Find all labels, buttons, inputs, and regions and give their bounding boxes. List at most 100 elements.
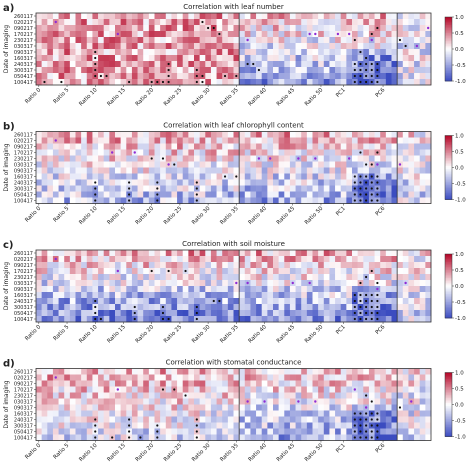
heatmap-cell <box>284 161 291 168</box>
heatmap-cell <box>148 286 155 293</box>
significance-marker-black <box>359 181 362 184</box>
heatmap-cell <box>295 137 302 144</box>
heatmap-cell <box>278 268 285 275</box>
heatmap-cell <box>210 155 217 162</box>
heatmap-cell <box>267 61 274 68</box>
heatmap-cell <box>52 13 59 20</box>
heatmap-cell <box>312 404 319 411</box>
heatmap-cell <box>194 268 200 275</box>
heatmap-cell <box>188 368 195 375</box>
x-tick-label: Ratio 20 <box>135 442 156 463</box>
x-tick-label: Ratio 20 <box>135 324 156 345</box>
heatmap-cell <box>312 143 319 150</box>
heatmap-cell <box>165 398 172 405</box>
heatmap-cell <box>92 173 99 180</box>
heatmap-cell <box>233 131 240 138</box>
heatmap-cell <box>205 73 212 80</box>
heatmap-cell <box>137 31 144 38</box>
heatmap-cell <box>261 380 268 387</box>
heatmap-cell <box>69 191 76 198</box>
heatmap-cell <box>182 31 189 38</box>
x-tick-label: Ratio 25 <box>163 205 184 226</box>
colorbar-segment <box>445 53 452 56</box>
significance-marker-black <box>173 163 176 166</box>
heatmap-cell <box>98 310 105 317</box>
heatmap-cell <box>227 262 234 269</box>
heatmap-cell <box>278 250 285 257</box>
heatmap-cell <box>222 268 229 275</box>
heatmap-cell <box>41 268 48 275</box>
colorbar-segment <box>445 146 452 149</box>
heatmap-cell <box>368 368 375 375</box>
heatmap-cell <box>408 280 415 287</box>
heatmap-cell <box>233 292 240 299</box>
heatmap-cell <box>177 137 184 144</box>
heatmap-cell <box>414 398 421 405</box>
heatmap-cell <box>81 250 88 257</box>
colorbar-segment <box>445 257 452 260</box>
heatmap-cell <box>414 262 421 269</box>
x-tick-label: Ratio 25 <box>163 87 184 108</box>
heatmap-cell <box>250 416 257 423</box>
heatmap-cell <box>154 25 161 32</box>
heatmap-cell <box>120 167 127 174</box>
heatmap-cell <box>143 43 150 50</box>
significance-marker-purple <box>116 32 120 36</box>
heatmap-cell <box>346 262 353 269</box>
heatmap-cell <box>233 262 240 269</box>
heatmap-cell <box>216 149 223 156</box>
heatmap-cell <box>261 434 268 441</box>
significance-marker-black <box>359 74 362 78</box>
heatmap-cell <box>64 368 71 375</box>
heatmap-cell <box>306 310 313 317</box>
y-tick-label: 260117 <box>14 132 33 138</box>
heatmap-cell <box>177 161 184 168</box>
heatmap-cell <box>52 386 59 393</box>
heatmap-cell <box>75 368 82 375</box>
colorbar-segment <box>445 196 452 199</box>
y-tick-label: 160317 <box>14 56 33 62</box>
heatmap-cell <box>103 149 110 156</box>
heatmap-cell <box>210 37 217 44</box>
heatmap-cell <box>205 13 212 20</box>
colorbar: 1.00.50.0-0.5-1.0 <box>444 134 466 204</box>
heatmap-cell <box>58 149 65 156</box>
heatmap-cell <box>239 61 246 68</box>
heatmap-cell <box>402 422 409 429</box>
significance-marker-black <box>353 38 356 42</box>
heatmap-cell <box>58 185 65 192</box>
heatmap-cell <box>120 25 127 32</box>
heatmap-cell <box>312 268 319 275</box>
significance-marker-black <box>195 74 198 78</box>
heatmap-cell <box>352 374 358 381</box>
heatmap-cell <box>171 55 178 62</box>
heatmap-cell <box>177 167 184 174</box>
heatmap-cell <box>335 250 342 257</box>
heatmap-cell <box>69 374 76 381</box>
heatmap-cell <box>278 185 285 192</box>
heatmap-cell <box>425 280 432 287</box>
heatmap-cell <box>397 191 404 198</box>
y-tick-label: 170217 <box>14 150 33 156</box>
heatmap-cell <box>131 250 138 257</box>
heatmap-cell <box>165 25 172 32</box>
heatmap-cell <box>120 410 127 417</box>
heatmap-cell <box>335 398 342 405</box>
heatmap-cell <box>306 286 313 293</box>
heatmap-cell <box>216 37 223 44</box>
heatmap-cell <box>323 167 330 174</box>
heatmap-cell <box>368 143 375 150</box>
heatmap-cell <box>75 392 82 399</box>
heatmap-cell <box>75 155 82 162</box>
heatmap-cell <box>160 422 167 429</box>
heatmap-cell <box>408 179 415 186</box>
heatmap-cell <box>397 131 404 138</box>
heatmap-cell <box>92 262 99 269</box>
heatmap-cell <box>278 428 285 435</box>
heatmap-cell <box>301 256 308 263</box>
heatmap-cell <box>329 274 336 281</box>
heatmap-cell <box>357 137 364 144</box>
heatmap-cell <box>216 292 223 299</box>
heatmap-cell <box>47 404 54 411</box>
heatmap-cell <box>261 274 268 281</box>
